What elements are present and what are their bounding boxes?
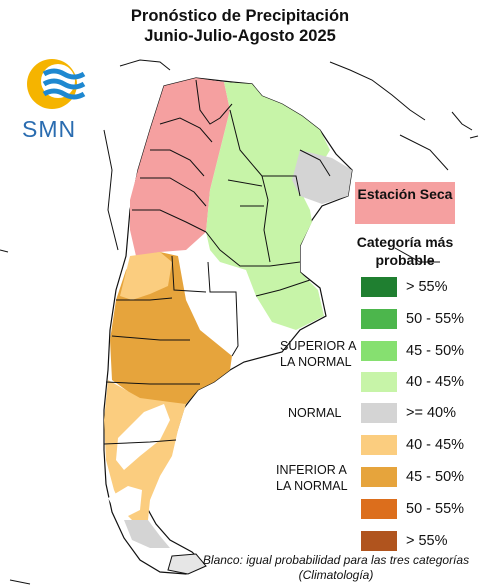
legend-label-normal: >= 40% [406, 405, 456, 421]
map-title: Pronóstico de Precipitación [130, 7, 350, 25]
legend-label-sup-45-50: 45 - 50% [406, 343, 465, 359]
legend-group-superior: SUPERIOR A LA NORMAL [280, 339, 356, 369]
legend-swatch-sup-50-55 [361, 309, 397, 329]
legend-swatch-inf-40-45 [361, 435, 397, 455]
legend-label-sup-50-55: 50 - 55% [406, 311, 465, 327]
climatology-patch-2 [108, 486, 142, 520]
climatology-patch-1 [116, 404, 170, 470]
neighbor-coastlines [0, 59, 479, 585]
legend-group-normal: NORMAL [288, 406, 342, 420]
superior-40-45-region [206, 82, 330, 330]
legend-label-inf-40-45: 40 - 45% [406, 437, 465, 453]
legend-swatch-inf-50-55 [361, 499, 397, 519]
legend-swatch-sup-55 [361, 277, 397, 297]
legend-group-inferior: INFERIOR A LA NORMAL [276, 463, 348, 493]
legend-swatch-sup-40-45 [361, 372, 397, 392]
legend-swatch-inf-45-50 [361, 467, 397, 487]
smn-logo-text: SMN [22, 116, 77, 142]
legend-swatch-normal [361, 403, 397, 423]
legend-label-inf-50-55: 50 - 55% [406, 501, 465, 517]
normal-region-ne [292, 150, 352, 204]
footnote: Blanco: igual probabilidad para las tres… [202, 553, 470, 582]
legend-title: Categoría más probable [356, 234, 454, 268]
legend-label-sup-40-45: 40 - 45% [406, 374, 465, 390]
dry-season-region [130, 78, 230, 256]
map-subtitle: Junio-Julio-Agosto 2025 [144, 27, 336, 45]
legend-swatch-sup-45-50 [361, 341, 397, 361]
tierra-del-fuego [167, 553, 207, 575]
legend-label-inf-45-50: 45 - 50% [406, 469, 465, 485]
normal-region-south [124, 520, 170, 548]
legend-label-sup-55: > 55% [406, 279, 448, 295]
smn-logo-icon [27, 59, 86, 109]
dry-season-label: Estación Seca [355, 182, 455, 224]
legend-label-inf-55: > 55% [406, 533, 448, 549]
province-borders [103, 79, 331, 445]
legend-swatch-inf-55 [361, 531, 397, 551]
inferior-40-45-region-north [120, 252, 172, 300]
